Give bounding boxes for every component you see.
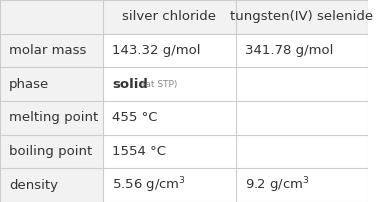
Bar <box>0 0 103 34</box>
Text: molar mass: molar mass <box>9 44 86 57</box>
Bar <box>236 34 368 67</box>
Bar <box>103 168 236 202</box>
Text: solid: solid <box>112 78 148 91</box>
Text: 9.2 g/cm$^3$: 9.2 g/cm$^3$ <box>245 175 310 195</box>
Text: 1554 °C: 1554 °C <box>112 145 166 158</box>
Bar <box>236 135 368 168</box>
Text: tungsten(IV) selenide: tungsten(IV) selenide <box>230 10 374 23</box>
Text: 455 °C: 455 °C <box>112 111 158 124</box>
Bar <box>103 34 236 67</box>
Bar <box>103 67 236 101</box>
Text: silver chloride: silver chloride <box>122 10 217 23</box>
Bar <box>103 0 236 34</box>
Text: boiling point: boiling point <box>9 145 93 158</box>
Bar <box>0 34 103 67</box>
Text: 5.56 g/cm$^3$: 5.56 g/cm$^3$ <box>112 175 186 195</box>
Text: (at STP): (at STP) <box>139 80 177 89</box>
Bar <box>236 168 368 202</box>
Bar <box>236 101 368 135</box>
Bar <box>0 168 103 202</box>
Bar <box>236 0 368 34</box>
Text: phase: phase <box>9 78 49 91</box>
Text: density: density <box>9 179 58 192</box>
Bar <box>0 101 103 135</box>
Text: melting point: melting point <box>9 111 98 124</box>
Bar <box>103 135 236 168</box>
Bar <box>0 135 103 168</box>
Bar <box>0 67 103 101</box>
Text: 341.78 g/mol: 341.78 g/mol <box>245 44 333 57</box>
Text: 143.32 g/mol: 143.32 g/mol <box>112 44 201 57</box>
Bar <box>103 101 236 135</box>
Bar <box>236 67 368 101</box>
